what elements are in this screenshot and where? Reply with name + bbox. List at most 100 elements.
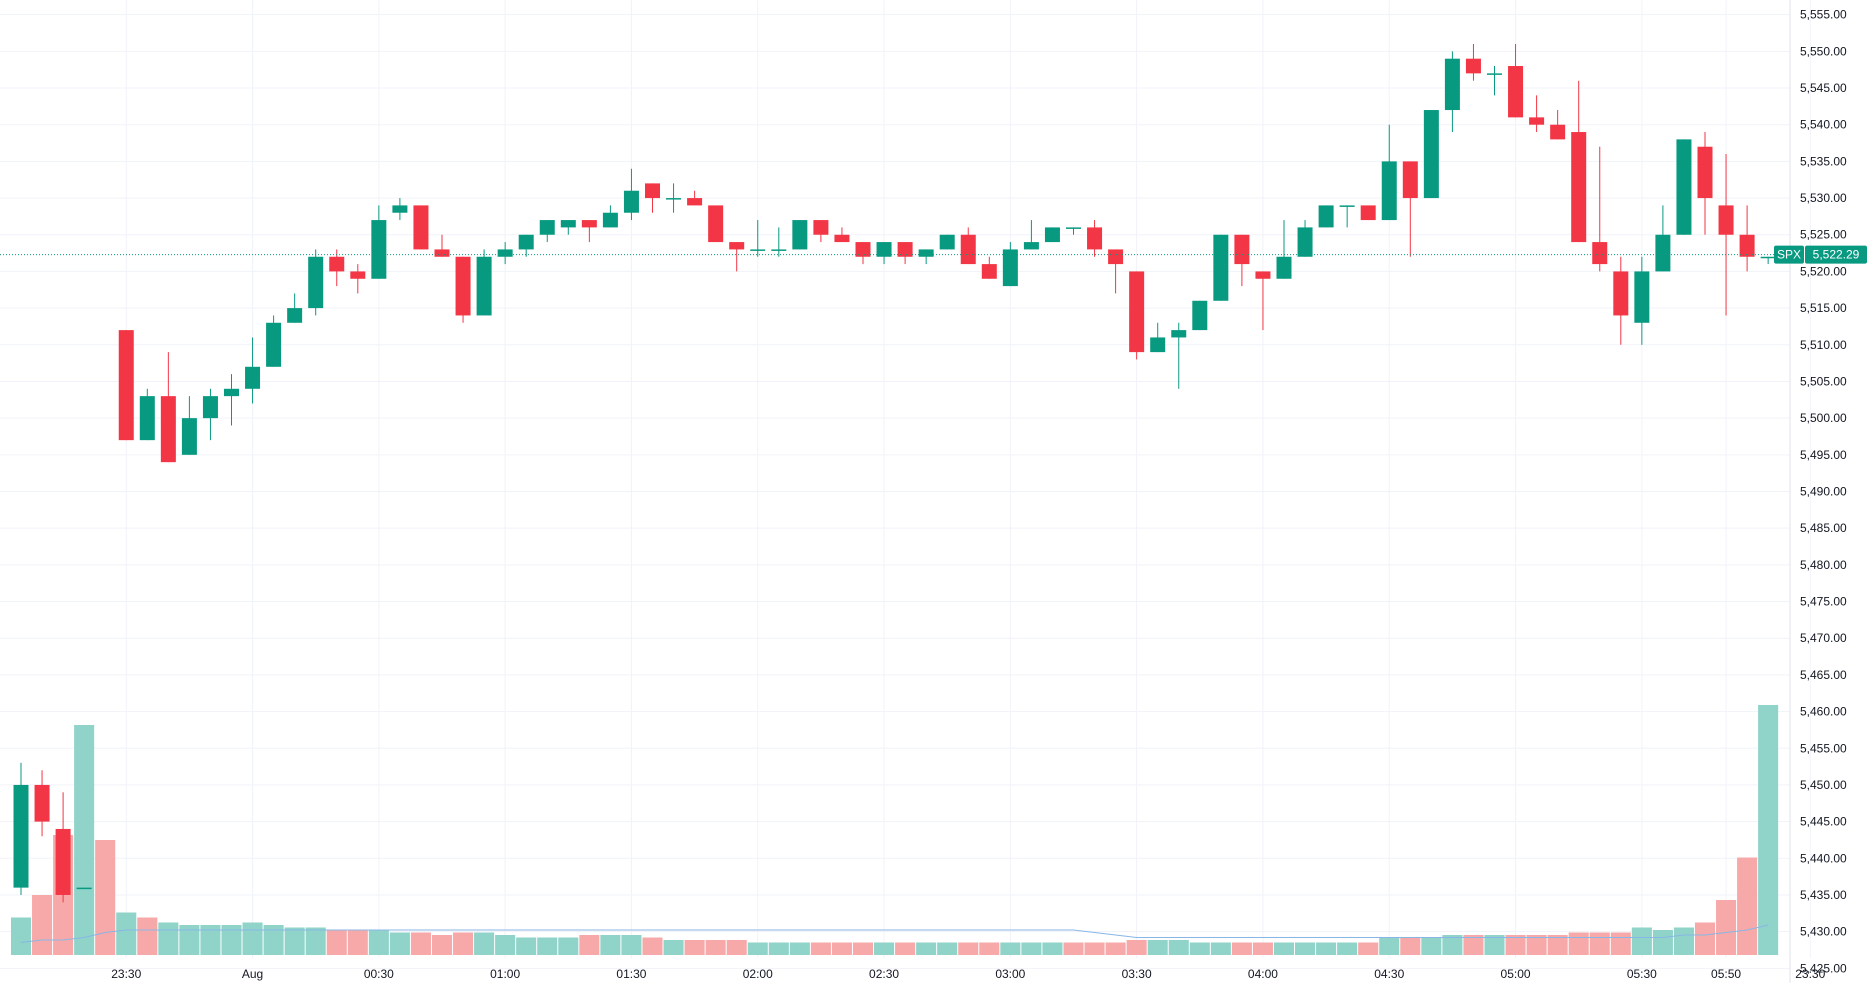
volume-bar <box>1295 942 1316 955</box>
price-tick-label: 5,505.00 <box>1800 374 1847 388</box>
candle-body <box>750 249 766 251</box>
volume-bar <box>1610 932 1631 955</box>
volume-bar <box>1400 937 1421 955</box>
candle-body <box>1297 227 1313 257</box>
volume-bar <box>1484 935 1505 955</box>
volume-bar <box>284 927 305 955</box>
candle <box>560 220 576 235</box>
time-tick-label: Aug <box>242 967 263 981</box>
time-tick-label: 00:30 <box>364 967 394 981</box>
candle <box>1739 205 1755 272</box>
price-axis[interactable]: 5,555.00 5,550.00 5,545.00 5,540.00 5,535.00… <box>1800 8 1847 976</box>
candle-body <box>1613 271 1629 316</box>
candle <box>287 293 303 323</box>
volume-bar <box>1737 857 1758 955</box>
candle <box>834 227 850 243</box>
volume-bar <box>1568 932 1589 955</box>
candle-body <box>518 234 534 250</box>
candle-body <box>434 249 450 257</box>
volume-bar <box>1105 942 1126 955</box>
candle <box>1213 234 1229 301</box>
candle-body <box>371 220 387 279</box>
volume-bar <box>116 912 137 955</box>
volume-bar <box>621 935 642 955</box>
volume-bar <box>1589 932 1610 955</box>
candle <box>1276 220 1292 279</box>
time-axis[interactable]: 23:30 Aug 00:30 01:00 01:30 02:00 02:30 03:00 03… <box>111 967 1825 981</box>
time-tick-label: 03:30 <box>1122 967 1152 981</box>
candle <box>329 249 345 287</box>
volume-bar <box>179 925 200 955</box>
candle-body <box>1044 227 1060 243</box>
volume-bar <box>1547 935 1568 955</box>
volume-bar <box>242 922 263 955</box>
time-tick-label: 04:30 <box>1374 967 1404 981</box>
candle <box>1150 322 1166 353</box>
volume-bar <box>158 922 179 955</box>
price-tick-label: 5,535.00 <box>1800 154 1847 168</box>
candle-body <box>918 249 934 257</box>
volume-bar <box>768 942 789 955</box>
time-tick-label: 01:00 <box>490 967 520 981</box>
volume-bar <box>495 935 516 955</box>
candle <box>1044 227 1060 243</box>
candle-body <box>645 183 660 199</box>
candle <box>266 315 282 367</box>
candle-body <box>1108 249 1124 265</box>
volume-layer <box>10 705 1779 955</box>
candle <box>581 220 597 243</box>
time-tick-label: 05:50 <box>1711 967 1741 981</box>
volume-bar <box>874 942 895 955</box>
candle <box>1087 220 1103 257</box>
candle-body <box>1571 132 1587 243</box>
candle-body <box>455 256 471 316</box>
candle <box>1592 146 1608 272</box>
candle-body <box>834 234 850 243</box>
volume-bar <box>1716 900 1737 955</box>
candle-body <box>1634 271 1650 323</box>
price-tick-label: 5,440.00 <box>1800 851 1847 865</box>
candle-body <box>181 418 197 455</box>
volume-bar <box>1126 940 1147 955</box>
candle <box>1108 249 1124 294</box>
price-tick-label: 5,520.00 <box>1800 264 1847 278</box>
candle-body <box>1276 256 1292 279</box>
volume-bar <box>474 932 495 955</box>
last-price-label: SPX 5,522.29 <box>1774 245 1867 264</box>
volume-bar <box>10 917 32 955</box>
volume-bar <box>831 942 852 955</box>
candle-body <box>202 396 218 419</box>
candle <box>497 242 513 265</box>
volume-bar <box>1084 942 1105 955</box>
candle <box>1171 322 1187 389</box>
volume-bar <box>1673 927 1694 955</box>
volume-bar <box>200 925 221 955</box>
volume-bar <box>895 942 916 955</box>
candle-body <box>476 256 492 316</box>
candle <box>455 256 471 323</box>
candle <box>202 388 218 441</box>
candle-body <box>1318 205 1334 228</box>
candle-body <box>1171 330 1187 338</box>
candle <box>1339 205 1355 228</box>
candle-body <box>897 242 913 257</box>
volume-bar <box>1147 940 1168 955</box>
volume-bar <box>137 917 158 955</box>
candle-body <box>876 242 892 257</box>
volume-bar <box>558 937 579 955</box>
price-tick-label: 5,510.00 <box>1800 338 1847 352</box>
price-tick-label: 5,430.00 <box>1800 925 1847 939</box>
candle-body <box>392 205 408 213</box>
candle <box>55 792 71 903</box>
candle <box>413 205 429 250</box>
time-tick-label: 05:00 <box>1501 967 1531 981</box>
volume-bar <box>389 932 410 955</box>
volume-bar <box>95 840 116 955</box>
candle-body <box>76 887 92 890</box>
price-tick-label: 5,515.00 <box>1800 301 1847 315</box>
candle <box>645 183 660 213</box>
candle <box>771 227 787 257</box>
candle <box>118 330 134 441</box>
